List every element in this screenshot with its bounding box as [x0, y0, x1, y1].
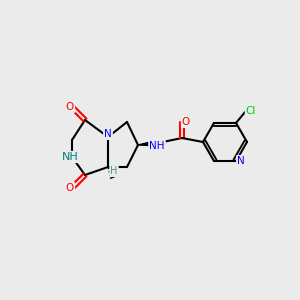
Text: N: N — [237, 156, 245, 166]
Text: O: O — [66, 183, 74, 193]
Text: NH: NH — [149, 141, 165, 151]
Text: H: H — [110, 166, 118, 176]
Text: NH: NH — [61, 152, 78, 162]
Text: O: O — [66, 102, 74, 112]
Text: O: O — [182, 117, 190, 127]
Text: N: N — [104, 129, 112, 139]
Text: Cl: Cl — [246, 106, 256, 116]
Polygon shape — [138, 141, 156, 146]
